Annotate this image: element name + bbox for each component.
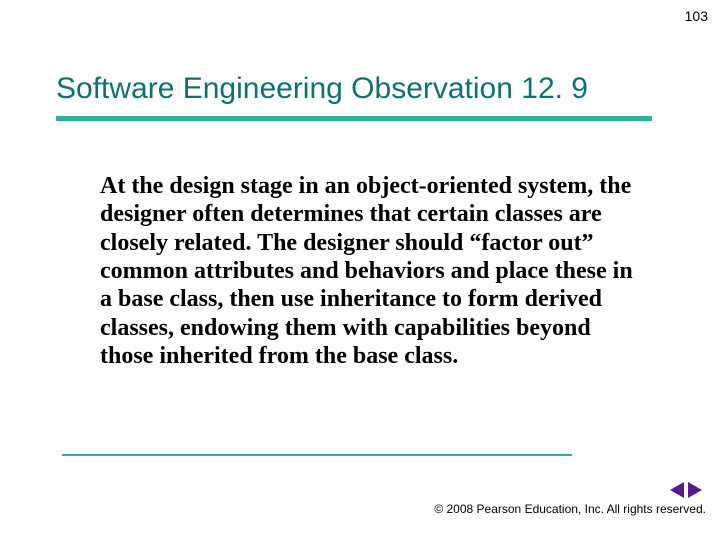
title-underline — [56, 116, 652, 121]
nav-arrows — [670, 482, 702, 498]
slide-title: Software Engineering Observation 12. 9 — [56, 72, 588, 106]
body-paragraph: At the design stage in an object-oriente… — [100, 172, 640, 370]
page-number: 103 — [685, 8, 708, 24]
prev-arrow-icon[interactable] — [670, 482, 684, 498]
bottom-divider — [62, 454, 572, 456]
copyright-text: © 2008 Pearson Education, Inc. All right… — [434, 502, 706, 516]
next-arrow-icon[interactable] — [688, 482, 702, 498]
